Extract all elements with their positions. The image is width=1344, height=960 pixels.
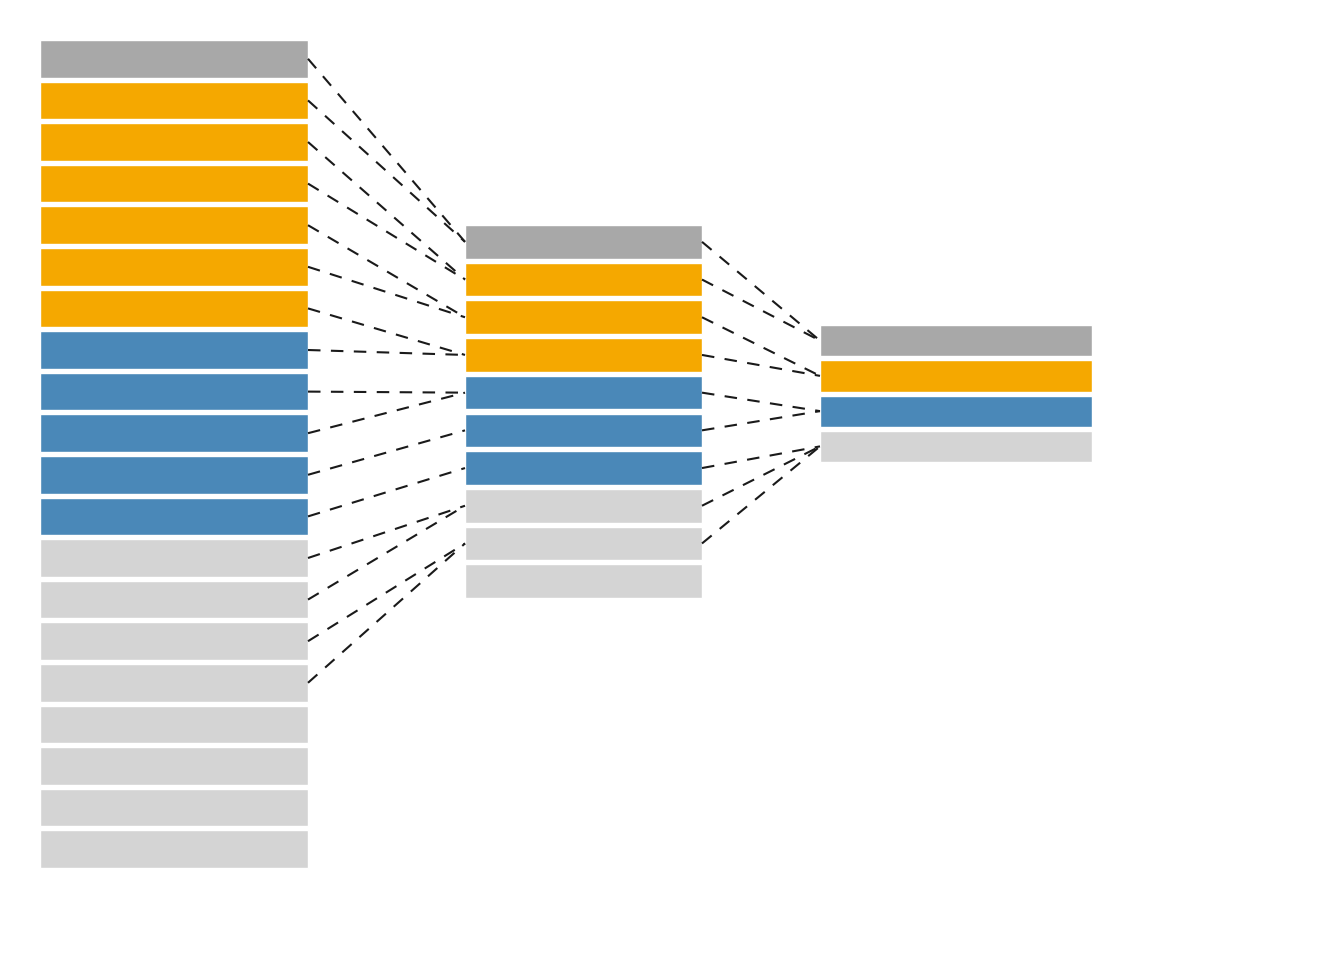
Bar — [40, 290, 308, 327]
Bar — [465, 338, 702, 372]
Bar — [40, 456, 308, 493]
Bar — [40, 40, 308, 78]
Bar — [40, 248, 308, 286]
Bar — [40, 789, 308, 827]
Bar — [820, 360, 1091, 392]
Bar — [40, 372, 308, 411]
Bar — [465, 451, 702, 485]
Bar — [40, 830, 308, 868]
Bar — [465, 263, 702, 297]
Bar — [40, 206, 308, 244]
Bar — [465, 527, 702, 561]
Bar — [465, 300, 702, 334]
Bar — [40, 165, 308, 203]
Bar — [820, 325, 1091, 356]
Bar — [40, 622, 308, 660]
Bar — [40, 331, 308, 369]
Bar — [465, 225, 702, 258]
Bar — [40, 497, 308, 536]
Bar — [465, 564, 702, 598]
Bar — [40, 664, 308, 702]
Bar — [465, 414, 702, 447]
Bar — [820, 431, 1091, 462]
Bar — [465, 375, 702, 410]
Bar — [820, 396, 1091, 427]
Bar — [40, 581, 308, 618]
Bar — [40, 415, 308, 452]
Bar — [40, 540, 308, 577]
Bar — [40, 82, 308, 119]
Bar — [40, 123, 308, 161]
Bar — [465, 489, 702, 522]
Bar — [40, 747, 308, 785]
Bar — [40, 706, 308, 743]
